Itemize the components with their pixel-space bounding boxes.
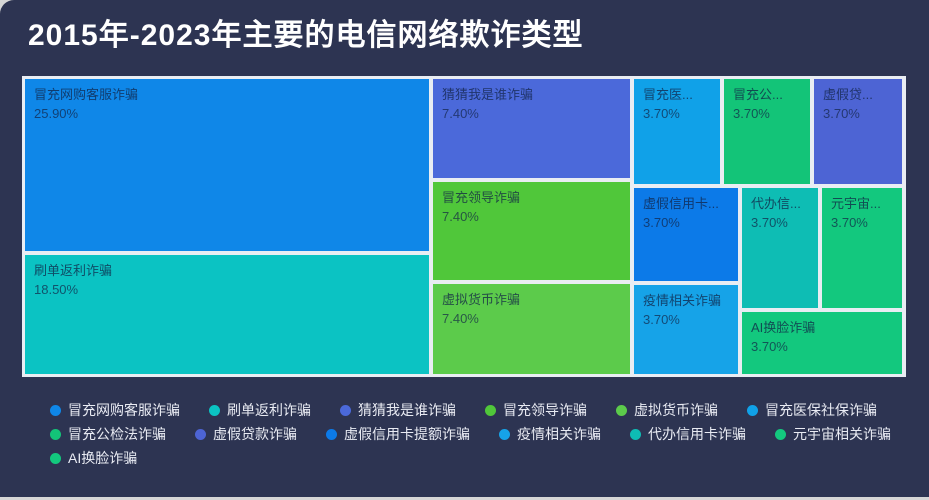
legend-item-元宇宙相关诈骗[interactable]: 元宇宙相关诈骗: [775, 424, 891, 444]
legend-label: 冒充公检法诈骗: [68, 426, 166, 442]
legend-label: 冒充领导诈骗: [503, 402, 587, 418]
treemap-cell-AI换脸诈骗[interactable]: AI换脸诈骗 3.70%: [742, 312, 902, 374]
treemap-cell-label: 元宇宙...: [831, 196, 881, 211]
treemap-cell-value: 3.70%: [643, 106, 680, 121]
treemap-cell-代办信用卡诈骗[interactable]: 代办信... 3.70%: [742, 188, 818, 308]
legend-dot-icon: [616, 404, 627, 416]
legend-label: 刷单返利诈骗: [227, 402, 311, 418]
legend-item-代办信用卡诈骗[interactable]: 代办信用卡诈骗: [630, 424, 746, 444]
treemap-cell-疫情相关诈骗[interactable]: 疫情相关诈骗 3.70%: [634, 285, 738, 374]
legend-dot-icon: [775, 428, 786, 440]
treemap-cell-label: 冒充医...: [643, 87, 693, 102]
treemap-cell-冒充领导诈骗[interactable]: 冒充领导诈骗 7.40%: [433, 182, 630, 280]
treemap-cell-value: 7.40%: [442, 209, 479, 224]
legend-dot-icon: [195, 428, 206, 440]
treemap-cell-value: 3.70%: [751, 215, 788, 230]
legend-label: 虚假信用卡提额诈骗: [344, 426, 470, 442]
treemap-cell-value: 7.40%: [442, 106, 479, 121]
legend-label: 元宇宙相关诈骗: [793, 426, 891, 442]
treemap-cell-value: 3.70%: [643, 312, 680, 327]
legend-item-冒充网购客服诈骗[interactable]: 冒充网购客服诈骗: [50, 400, 180, 420]
treemap-cell-value: 3.70%: [823, 106, 860, 121]
treemap-cell-冒充公检法诈骗[interactable]: 冒充公... 3.70%: [724, 79, 810, 184]
legend-row-3: AI换脸诈骗: [50, 446, 910, 470]
legend-item-冒充领导诈骗[interactable]: 冒充领导诈骗: [485, 400, 587, 420]
legend-item-刷单返利诈骗[interactable]: 刷单返利诈骗: [209, 400, 311, 420]
treemap-cell-label: 代办信...: [751, 196, 801, 211]
legend-dot-icon: [485, 404, 496, 416]
legend-dot-icon: [340, 404, 351, 416]
treemap-cell-虚拟货币诈骗[interactable]: 虚拟货币诈骗 7.40%: [433, 284, 630, 374]
legend-label: AI换脸诈骗: [68, 450, 138, 466]
legend-dot-icon: [50, 452, 61, 464]
legend-item-冒充医保社保诈骗[interactable]: 冒充医保社保诈骗: [747, 400, 877, 420]
legend-dot-icon: [209, 404, 220, 416]
treemap-cell-value: 25.90%: [34, 106, 79, 121]
legend-item-猜猜我是谁诈骗[interactable]: 猜猜我是谁诈骗: [340, 400, 456, 420]
legend-dot-icon: [326, 428, 337, 440]
treemap-cell-虚假贷款诈骗[interactable]: 虚假贷... 3.70%: [814, 79, 902, 184]
legend-row-2: 冒充公检法诈骗 虚假贷款诈骗 虚假信用卡提额诈骗 疫情相关诈骗 代办信用卡诈骗 元宇宙相关…: [50, 422, 910, 446]
legend-label: 猜猜我是谁诈骗: [358, 402, 456, 418]
legend-row-1: 冒充网购客服诈骗 刷单返利诈骗 猜猜我是谁诈骗 冒充领导诈骗 虚拟货币诈骗 冒充医保社保诈…: [50, 398, 910, 422]
chart-title: 2015年-2023年主要的电信网络欺诈类型: [28, 19, 584, 52]
treemap-cell-冒充网购客服诈骗[interactable]: 冒充网购客服诈骗 25.90%: [25, 79, 429, 251]
treemap-cell-value: 3.70%: [831, 215, 868, 230]
treemap-cell-label: 猜猜我是谁诈骗: [442, 87, 534, 102]
legend-dot-icon: [50, 404, 61, 416]
treemap-cell-label: 虚拟货币诈骗: [442, 292, 521, 307]
treemap-cell-value: 7.40%: [442, 311, 479, 326]
treemap-cell-label: 冒充领导诈骗: [442, 190, 521, 205]
treemap-cell-value: 3.70%: [733, 106, 770, 121]
treemap-cell-冒充医保社保诈骗[interactable]: 冒充医... 3.70%: [634, 79, 720, 184]
treemap-cell-label: 疫情相关诈骗: [643, 293, 722, 308]
treemap-cell-刷单返利诈骗[interactable]: 刷单返利诈骗 18.50%: [25, 255, 429, 374]
treemap-cell-label: 刷单返利诈骗: [34, 263, 113, 278]
treemap: 冒充网购客服诈骗 25.90% 刷单返利诈骗 18.50% 猜猜我是谁诈骗 7.40% 冒充…: [22, 76, 906, 377]
legend-label: 冒充网购客服诈骗: [68, 402, 180, 418]
legend-dot-icon: [747, 404, 758, 416]
legend-item-虚假贷款诈骗[interactable]: 虚假贷款诈骗: [195, 424, 297, 444]
legend-label: 冒充医保社保诈骗: [765, 402, 877, 418]
treemap-cell-label: 虚假信用卡...: [643, 196, 719, 211]
legend-dot-icon: [499, 428, 510, 440]
treemap-cell-label: 冒充公...: [733, 87, 783, 102]
legend-item-虚拟货币诈骗[interactable]: 虚拟货币诈骗: [616, 400, 718, 420]
legend-label: 疫情相关诈骗: [517, 426, 601, 442]
legend-item-疫情相关诈骗[interactable]: 疫情相关诈骗: [499, 424, 601, 444]
legend: 冒充网购客服诈骗 刷单返利诈骗 猜猜我是谁诈骗 冒充领导诈骗 虚拟货币诈骗 冒充医保社保诈…: [50, 398, 910, 470]
treemap-cell-元宇宙相关诈骗[interactable]: 元宇宙... 3.70%: [822, 188, 902, 308]
legend-item-冒充公检法诈骗[interactable]: 冒充公检法诈骗: [50, 424, 166, 444]
treemap-cell-value: 3.70%: [751, 339, 788, 354]
legend-dot-icon: [630, 428, 641, 440]
treemap-cell-label: AI换脸诈骗: [751, 320, 816, 335]
legend-item-AI换脸诈骗[interactable]: AI换脸诈骗: [50, 448, 137, 468]
legend-item-虚假信用卡提额诈骗[interactable]: 虚假信用卡提额诈骗: [326, 424, 470, 444]
treemap-cell-label: 虚假贷...: [823, 87, 873, 102]
treemap-cell-value: 3.70%: [643, 215, 680, 230]
treemap-cell-虚假信用卡提额诈骗[interactable]: 虚假信用卡... 3.70%: [634, 188, 738, 281]
treemap-cell-value: 18.50%: [34, 282, 79, 297]
treemap-cell-label: 冒充网购客服诈骗: [34, 87, 139, 102]
treemap-cell-猜猜我是谁诈骗[interactable]: 猜猜我是谁诈骗 7.40%: [433, 79, 630, 178]
legend-label: 虚假贷款诈骗: [213, 426, 297, 442]
legend-label: 代办信用卡诈骗: [648, 426, 746, 442]
legend-dot-icon: [50, 428, 61, 440]
legend-label: 虚拟货币诈骗: [634, 402, 718, 418]
